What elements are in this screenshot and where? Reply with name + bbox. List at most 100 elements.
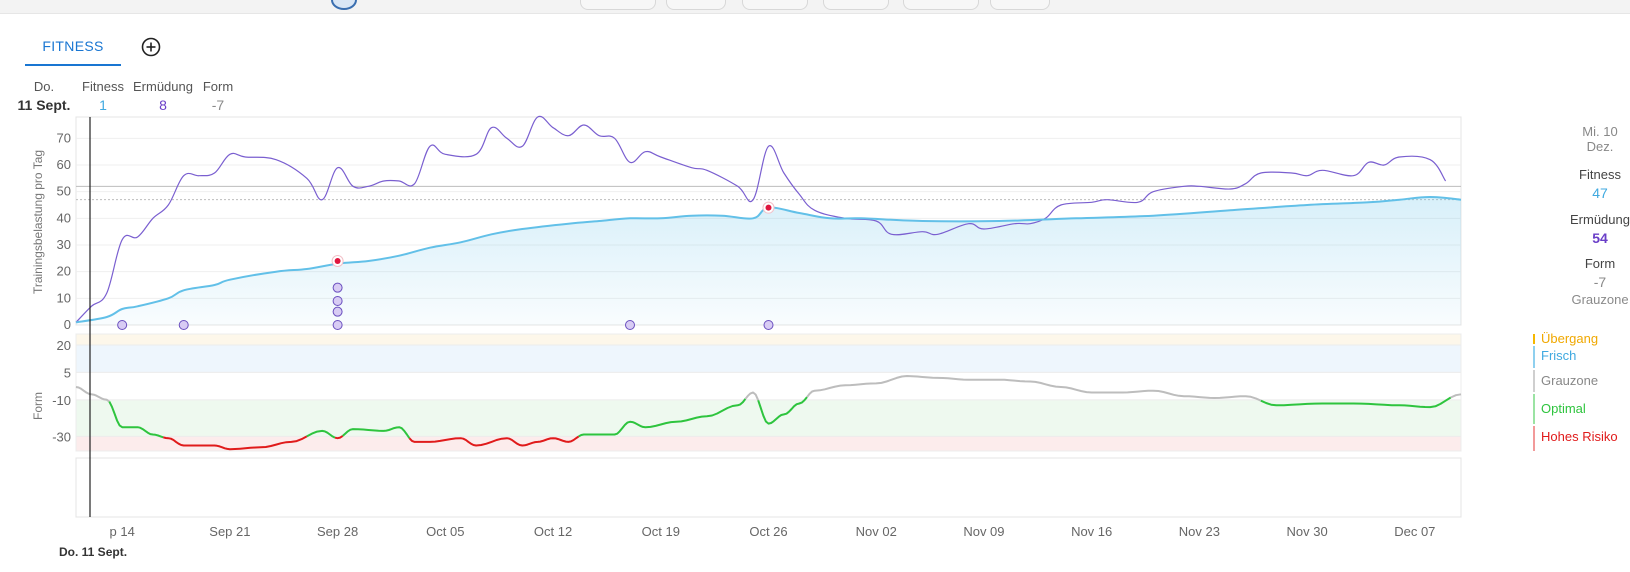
y-axis-label-load: Trainingsbelastung pro Tag [31,150,45,294]
selected-date-value: 11 Sept. [17,97,71,113]
hover-date-line2: Dez. [1586,139,1614,154]
hover-form-value: -7 [1593,274,1607,290]
form-y-tick--10: -10 [52,393,71,408]
form-line-segment [578,398,747,438]
x-tick-2025-10-26: Oct 26 [749,524,787,539]
cursor-date-label: Do. 11 Sept. [57,545,130,559]
activity-event-marker [763,320,774,330]
activity-event-marker [332,306,343,317]
zone-bar-fresh [1533,346,1535,368]
load-y-tick-0: 0 [64,317,71,332]
zone-bar-grey [1533,370,1535,392]
x-tick-2025-12-07: Dec 07 [1394,524,1435,539]
selected-fatigue-label: Ermüdung [133,79,193,94]
form-line-segment [1260,396,1452,409]
activity-event-marker [332,282,343,293]
zone-label-optimal: Optimal [1541,401,1586,416]
form-chart-frame [75,333,1462,452]
load-y-tick-20: 20 [57,264,71,279]
tab-active-indicator [25,64,121,66]
y-axis-label-form: Form [31,392,45,420]
hover-form: Form -7 [1565,256,1630,290]
hover-form-label: Form [1584,256,1616,271]
hover-fatigue-label: Ermüdung [1570,212,1630,227]
hover-fitness-label: Fitness [1579,167,1621,182]
fitness-line [75,195,1462,324]
form-y-tick-20: 20 [57,338,71,353]
x-tick-2025-11-02: Nov 02 [856,524,897,539]
zone-label-transition: Übergang [1541,331,1599,346]
activity-event-marker [117,320,128,330]
x-tick-2025-10-05: Oct 05 [426,524,464,539]
hover-fatigue-value: 54 [1592,230,1608,246]
form-zone [76,344,1461,373]
form-y-tick-5: 5 [64,365,71,380]
zone-bar-high-risk [1533,426,1535,451]
selected-fatigue: Ermüdung 8 [130,79,196,113]
fatigue-line [75,115,1447,323]
top-toolbar [0,0,1630,14]
form-y-tick--30: -30 [52,429,71,444]
selected-fatigue-value: 8 [159,97,167,113]
form-line-segment [744,391,760,401]
load-y-tick-30: 30 [57,237,71,252]
form-zone [76,334,1461,345]
x-tick-2025-11-23: Nov 23 [1179,524,1220,539]
form-line-segment [162,435,308,451]
x-tick-2025-09-21: Sep 21 [209,524,250,539]
form-line-segment [306,429,336,439]
x-tick-2025-09-14: p 14 [110,524,135,539]
load-y-tick-50: 50 [57,184,71,199]
form-line-segment [75,386,110,403]
form-zone [76,436,1461,451]
hover-fatigue: Ermüdung 54 [1565,212,1630,246]
add-chart-icon[interactable] [140,36,162,58]
selected-fitness-value: 1 [99,97,107,113]
x-tick-2025-10-19: Oct 19 [642,524,680,539]
form-line-segment [806,375,1262,402]
activity-event-marker [332,296,343,306]
zone-bar-transition [1533,334,1535,344]
load-y-tick-70: 70 [57,130,71,145]
zone-label-fresh: Frisch [1541,348,1577,363]
bottom-chart-frame [75,457,1462,518]
highlight-marker [765,204,772,211]
hover-date-line1: Mi. 10 [1582,124,1618,139]
x-tick-2025-11-09: Nov 09 [963,524,1004,539]
load-y-tick-10: 10 [57,290,71,305]
form-line-segment [342,426,411,439]
hover-fitness-value: 47 [1592,185,1608,201]
hover-fitness: Fitness 47 [1565,167,1630,201]
x-tick-2025-09-28: Sep 28 [317,524,358,539]
form-line-segment [757,396,808,425]
form-line-segment [108,401,164,439]
zone-label-grey: Grauzone [1541,373,1599,388]
selected-weekday: Do. [33,79,55,94]
x-tick-2025-11-30: Nov 30 [1287,524,1328,539]
tab-fitness[interactable]: FITNESS [25,30,121,66]
tab-fitness-label: FITNESS [42,38,104,54]
form-zone [76,399,1461,437]
hover-date: Mi. 10 Dez. [1565,124,1630,154]
load-y-tick-60: 60 [57,157,71,172]
zone-bar-optimal [1533,394,1535,424]
zone-label-high-risk: Hohes Risiko [1541,429,1618,444]
x-tick-2025-11-16: Nov 16 [1071,524,1112,539]
selected-form-label: Form [202,79,234,94]
form-line-segment [334,435,344,440]
highlight-marker [334,258,341,264]
activity-event-marker [332,320,343,330]
form-line-segment [1450,393,1462,399]
form-zone [76,372,1461,400]
selected-fitness: Fitness 1 [78,79,128,113]
x-tick-2025-10-12: Oct 12 [534,524,572,539]
activity-event-marker [625,320,635,330]
selected-form: Form -7 [198,79,238,113]
selected-fitness-label: Fitness [82,79,124,94]
selected-date: Do. 11 Sept. [10,79,78,113]
fitness-area [76,197,1461,325]
load-y-tick-40: 40 [57,210,71,225]
activity-event-marker [178,320,189,330]
hover-zone: Grauzone [1571,292,1629,307]
